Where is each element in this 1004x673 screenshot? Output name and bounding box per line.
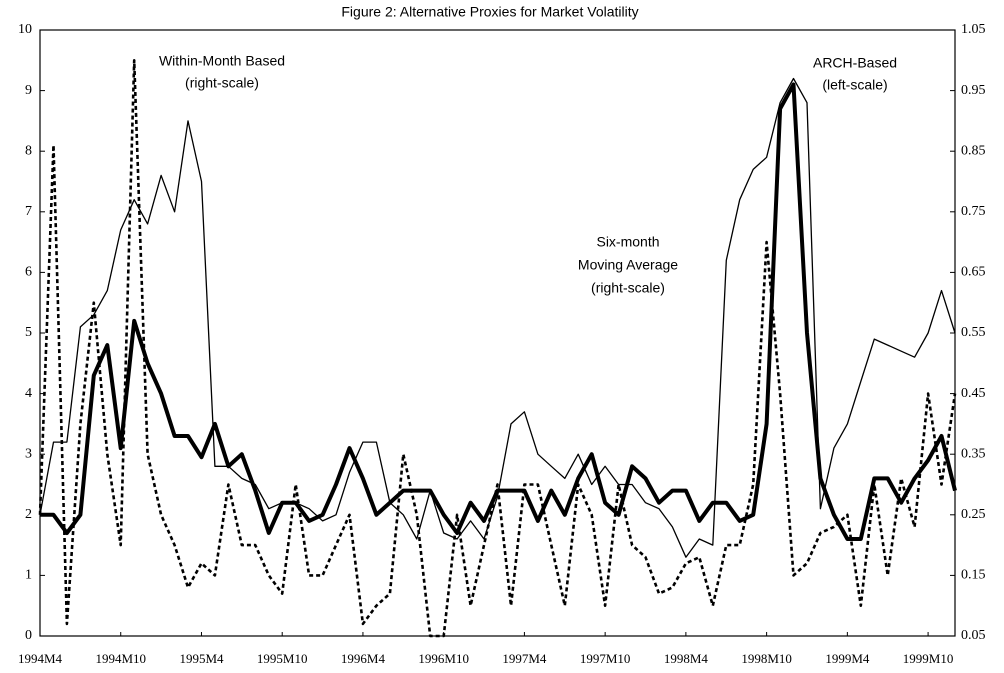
x-tick-label: 1998M4 [664,651,709,666]
x-tick-label: 1996M4 [341,651,386,666]
y-tick-label: 4 [25,386,32,401]
annotation: Within-Month Based [159,53,285,69]
annotation: (left-scale) [822,77,887,93]
y-tick-label: 0 [25,628,32,643]
y2-tick-label: 1.05 [961,22,986,37]
x-tick-label: 1998M10 [741,651,792,666]
x-tick-label: 1995M10 [257,651,308,666]
plot-frame [39,29,956,637]
x-tick-label: 1995M4 [179,651,224,666]
series-line [39,77,956,558]
y-tick-label: 2 [25,507,32,522]
series-line [40,82,957,541]
y-tick-label: 3 [25,446,32,461]
x-tick-label: 1999M10 [903,651,954,666]
y2-tick-label: 0.95 [961,83,986,98]
annotation: (right-scale) [591,280,665,296]
y2-tick-label: 0.75 [961,204,986,219]
y2-tick-label: 0.25 [961,507,986,522]
x-tick-label: 1994M10 [95,651,146,666]
y-tick-label: 8 [25,143,32,158]
y-tick-label: 5 [25,325,32,340]
y-tick-label: 9 [25,83,32,98]
x-tick-label: 1999M4 [825,651,870,666]
series-line [38,59,957,638]
y-tick-label: 6 [25,265,32,280]
x-tick-label: 1997M4 [502,651,547,666]
y2-tick-label: 0.45 [961,386,986,401]
x-tick-label: 1994M4 [18,651,63,666]
y2-tick-label: 0.85 [961,143,986,158]
x-tick-label: 1996M10 [418,651,469,666]
y2-tick-label: 0.05 [961,628,986,643]
annotation: (right-scale) [185,75,259,91]
annotation: Six-month [596,234,659,250]
y-tick-label: 10 [18,22,32,37]
y2-tick-label: 0.35 [961,446,986,461]
y-tick-label: 7 [25,204,32,219]
chart-title: Figure 2: Alternative Proxies for Market… [341,4,638,20]
y2-tick-label: 0.55 [961,325,986,340]
y-tick-label: 1 [25,568,32,583]
annotation: Moving Average [578,257,678,273]
y2-tick-label: 0.15 [961,568,986,583]
x-tick-label: 1997M10 [580,651,631,666]
y2-tick-label: 0.65 [961,265,986,280]
annotation: ARCH-Based [813,55,897,71]
